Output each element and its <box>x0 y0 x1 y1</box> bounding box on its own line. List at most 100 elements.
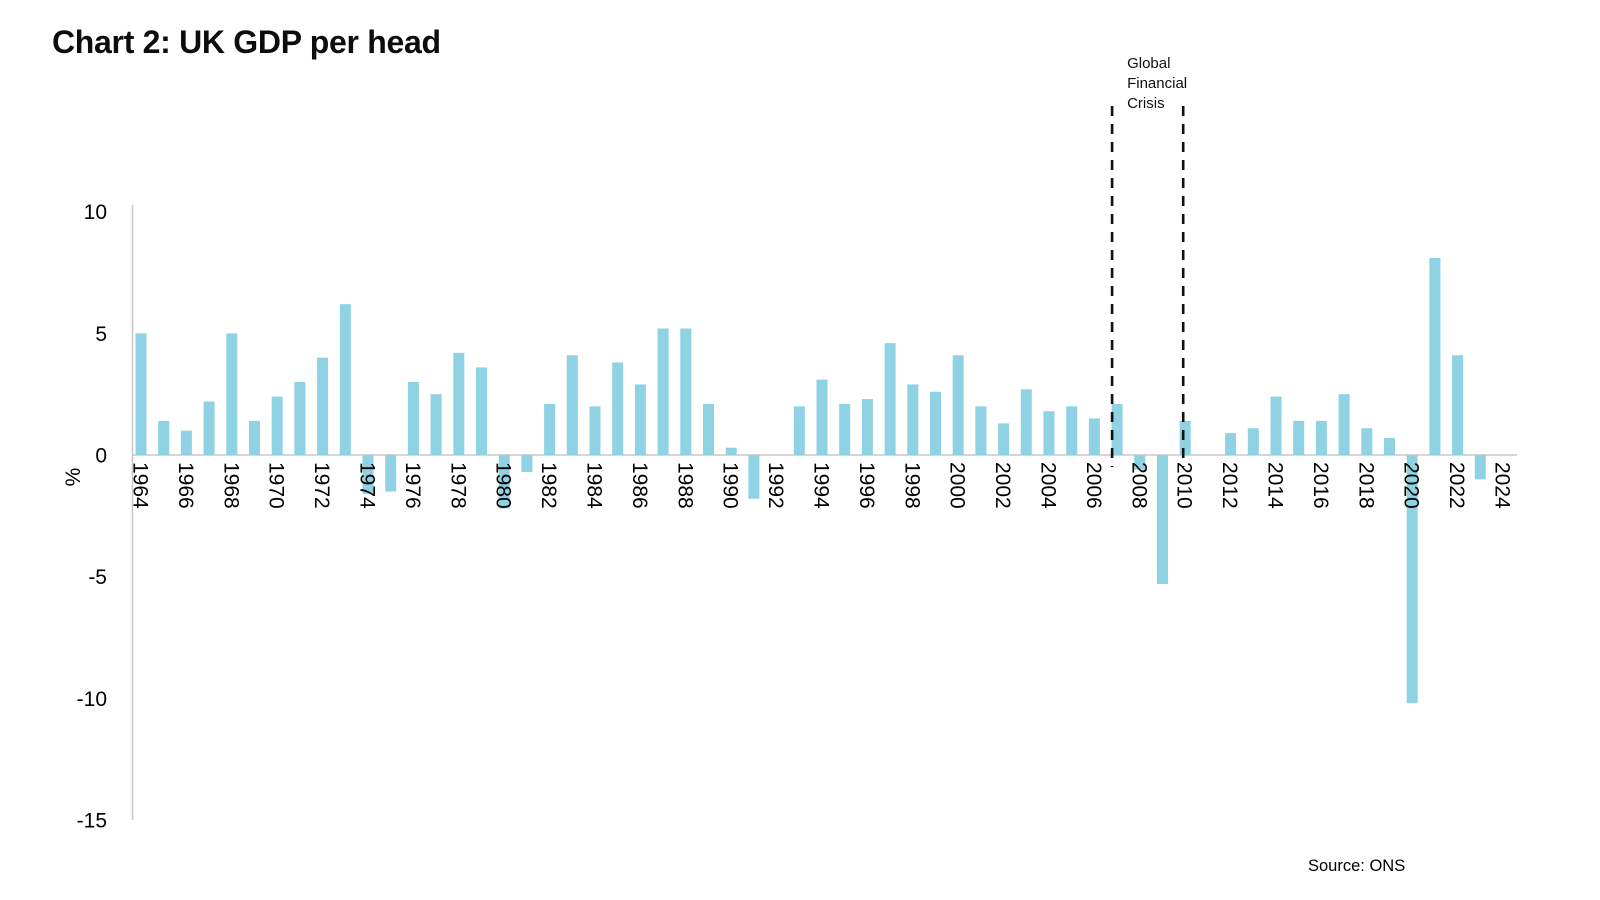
bar-2010 <box>1179 420 1191 455</box>
y-tick-label-5: 5 <box>95 323 107 346</box>
x-tick-label-2012: 2012 <box>1218 462 1241 509</box>
x-tick-label-2004: 2004 <box>1037 462 1060 509</box>
x-tick-label-1974: 1974 <box>356 462 379 509</box>
bar-1989 <box>703 403 714 455</box>
bar-1990 <box>725 447 737 455</box>
x-tick-label-1986: 1986 <box>628 462 651 509</box>
y-tick-label-10: 10 <box>84 201 107 224</box>
x-tick-label-1978: 1978 <box>446 462 469 509</box>
x-tick-label-1996: 1996 <box>855 462 878 509</box>
bar-1982 <box>544 403 556 455</box>
bar-2014 <box>1270 396 1282 455</box>
bar-2009 <box>1157 455 1168 584</box>
bar-2016 <box>1315 420 1327 455</box>
y-tick-label--10: -10 <box>77 688 107 711</box>
bar-2023 <box>1474 455 1486 480</box>
bar-1986 <box>634 384 646 455</box>
x-tick-label-1990: 1990 <box>719 462 742 509</box>
y-tick-label-0: 0 <box>95 445 107 468</box>
bar-1999 <box>930 391 941 455</box>
bar-1977 <box>430 394 442 455</box>
x-tick-label-2008: 2008 <box>1127 462 1150 509</box>
bar-1970 <box>271 396 283 455</box>
x-tick-label-1982: 1982 <box>537 462 560 509</box>
bar-1964 <box>135 333 147 455</box>
bar-2015 <box>1293 420 1305 455</box>
bar-2013 <box>1247 428 1259 455</box>
x-tick-label-2018: 2018 <box>1354 462 1377 509</box>
x-tick-label-1966: 1966 <box>174 462 197 509</box>
x-tick-label-1970: 1970 <box>265 462 288 509</box>
gfc-annotation-text-line2: Financial <box>1127 75 1187 92</box>
bar-2019 <box>1384 437 1395 455</box>
bar-1996 <box>861 399 873 455</box>
bar-1975 <box>385 455 397 492</box>
x-tick-label-1964: 1964 <box>129 462 152 509</box>
x-tick-label-2002: 2002 <box>991 462 1014 509</box>
y-axis-title: % <box>62 468 85 487</box>
bar-1994 <box>816 379 828 455</box>
x-tick-label-1980: 1980 <box>492 462 515 509</box>
bar-2002 <box>998 423 1010 455</box>
bar-1976 <box>407 382 419 455</box>
y-tick-label--5: -5 <box>88 566 107 589</box>
bar-1972 <box>317 357 329 455</box>
bar-1987 <box>657 328 669 455</box>
bar-2008 <box>1134 455 1146 470</box>
bar-2005 <box>1066 406 1078 455</box>
y-tick-label--15: -15 <box>77 809 107 832</box>
bar-2012 <box>1225 433 1237 455</box>
bar-1969 <box>249 420 260 455</box>
x-tick-label-2020: 2020 <box>1400 462 1423 509</box>
x-tick-label-2016: 2016 <box>1309 462 1332 509</box>
bar-1997 <box>884 343 896 455</box>
bar-1967 <box>203 401 215 455</box>
gfc-annotation-text-line1: Global <box>1127 55 1170 72</box>
x-tick-label-1988: 1988 <box>673 462 696 509</box>
x-tick-label-2010: 2010 <box>1173 462 1196 509</box>
x-tick-label-1984: 1984 <box>583 462 606 509</box>
bar-1968 <box>226 333 238 455</box>
chart-title: Chart 2: UK GDP per head <box>52 24 441 60</box>
x-tick-label-2006: 2006 <box>1082 462 1105 509</box>
x-tick-label-1998: 1998 <box>900 462 923 509</box>
bar-1981 <box>521 455 533 473</box>
bar-2000 <box>952 355 964 455</box>
bar-2007 <box>1111 403 1123 455</box>
bar-2021 <box>1429 257 1441 455</box>
bar-2017 <box>1338 394 1350 455</box>
bar-1985 <box>612 362 624 455</box>
source-label: Source: ONS <box>1308 857 1406 875</box>
x-tick-label-1992: 1992 <box>764 462 787 509</box>
x-tick-label-2022: 2022 <box>1445 462 1468 509</box>
gfc-annotation-text-line3: Crisis <box>1127 95 1165 112</box>
bar-1978 <box>453 352 465 455</box>
bar-2001 <box>975 406 987 455</box>
x-tick-label-2024: 2024 <box>1491 462 1514 509</box>
bar-1991 <box>748 455 760 499</box>
bar-1966 <box>180 430 192 455</box>
x-tick-label-1976: 1976 <box>401 462 424 509</box>
bar-1993 <box>793 406 805 455</box>
bar-2020 <box>1406 455 1418 704</box>
bar-1984 <box>589 406 601 455</box>
bar-1974 <box>362 455 374 494</box>
bar-2022 <box>1452 355 1464 455</box>
x-tick-label-2014: 2014 <box>1264 462 1287 509</box>
x-tick-label-1972: 1972 <box>310 462 333 509</box>
bar-1965 <box>158 420 170 455</box>
bar-1983 <box>566 355 578 455</box>
bar-2004 <box>1043 411 1055 455</box>
x-tick-label-1968: 1968 <box>219 462 242 509</box>
bar-2018 <box>1361 428 1373 455</box>
bar-2003 <box>1020 389 1032 455</box>
bar-1973 <box>339 304 351 455</box>
bar-1980 <box>498 455 510 509</box>
bar-1995 <box>839 403 851 455</box>
bar-1988 <box>680 328 692 455</box>
bar-1979 <box>476 367 487 455</box>
bar-2006 <box>1088 418 1100 455</box>
x-tick-label-1994: 1994 <box>810 462 833 509</box>
